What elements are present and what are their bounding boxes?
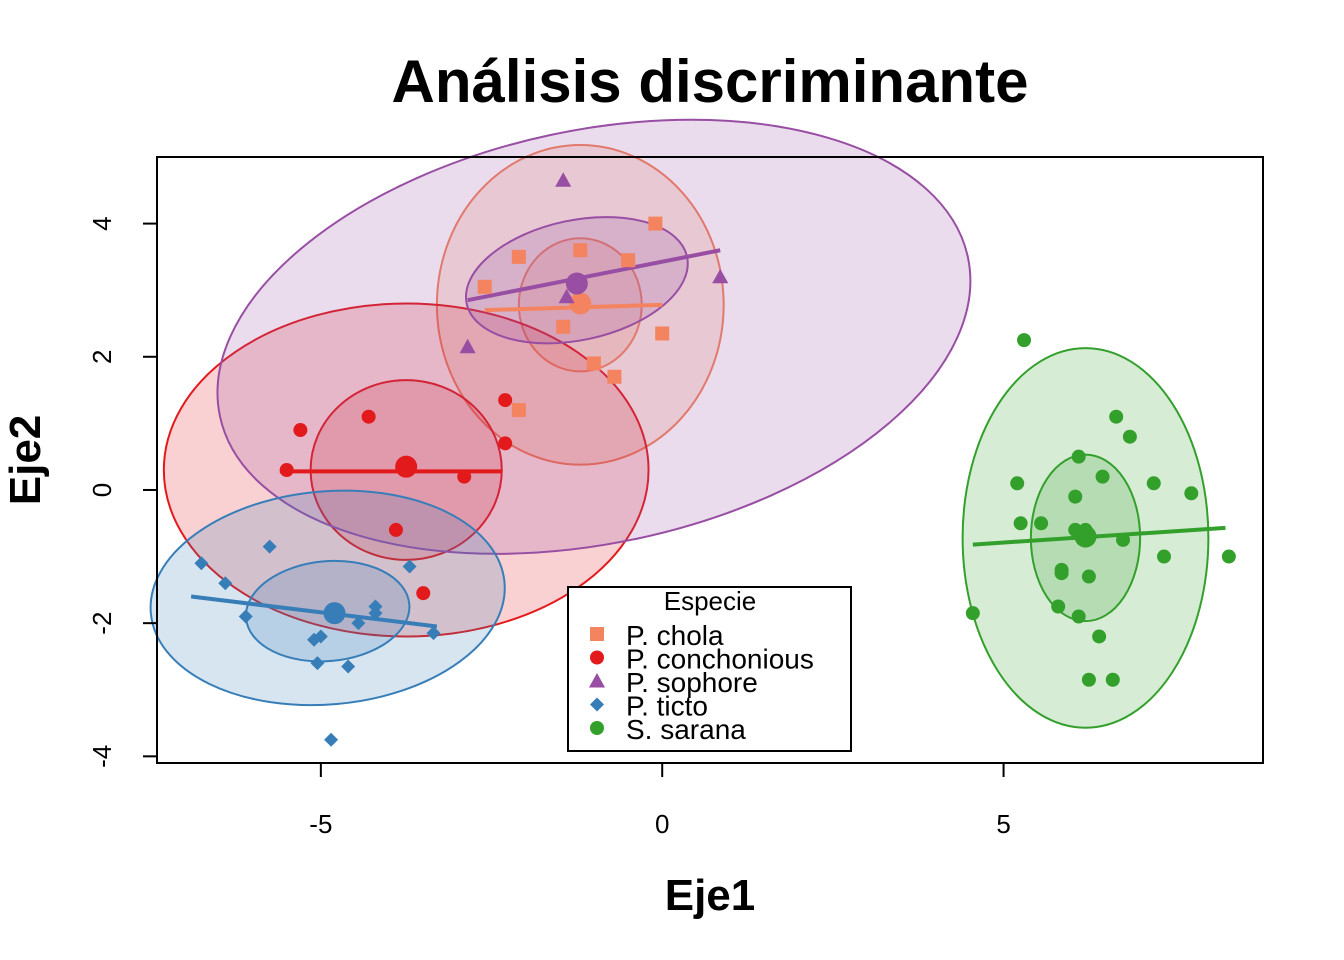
- s-sarana-point: [1221, 549, 1236, 564]
- p-chola-point: [573, 243, 588, 258]
- p-ticto-point: [310, 656, 325, 671]
- p-ticto-point: [426, 626, 441, 641]
- p-ticto-point: [238, 609, 253, 624]
- p-conchonious-point: [457, 469, 472, 484]
- points-layer: [194, 172, 1236, 747]
- legend-label-p-chola: P. chola: [626, 620, 724, 651]
- p-ticto-point: [351, 616, 366, 631]
- s-sarana-point: [965, 606, 980, 621]
- s-sarana-point: [1068, 489, 1083, 504]
- p-chola-point: [586, 356, 601, 371]
- p-chola-point: [621, 253, 636, 268]
- s-sarana-point: [1017, 333, 1032, 348]
- s-sarana-point: [1146, 476, 1161, 491]
- legend-marker-p-chola: [590, 627, 604, 641]
- legend-title: Especie: [664, 586, 757, 616]
- p-ticto-point: [368, 606, 383, 621]
- p-sophore-point: [555, 172, 572, 187]
- p-conchonious-point: [388, 522, 403, 537]
- s-sarana-point: [1116, 532, 1131, 547]
- y-tick-label: 2: [87, 350, 117, 364]
- y-axis: -4 -2 0 2 4: [87, 216, 157, 768]
- s-sarana-point: [1081, 672, 1096, 687]
- p-ticto-ellipse-outer: [149, 489, 506, 707]
- s-sarana-point: [1109, 409, 1124, 424]
- chart-title: Análisis discriminante: [392, 48, 1029, 115]
- s-sarana-point: [1013, 516, 1028, 531]
- x-axis-label: Eje1: [665, 871, 756, 920]
- p-sophore-axis-line: [467, 248, 721, 303]
- p-conchonious-centroid: [395, 455, 418, 478]
- p-ticto-point: [307, 632, 322, 647]
- p-chola-point: [477, 279, 492, 294]
- p-ticto-point: [194, 556, 209, 571]
- legend-box: [567, 586, 852, 752]
- s-sarana-point: [1095, 469, 1110, 484]
- s-sarana-point: [1122, 429, 1137, 444]
- legend-label-p-ticto: P. ticto: [626, 691, 708, 722]
- p-chola-point: [607, 369, 622, 384]
- s-sarana-point: [1051, 599, 1066, 614]
- p-ticto-point: [402, 559, 417, 574]
- p-sophore-point: [558, 288, 575, 304]
- p-conchonious-point: [361, 409, 376, 424]
- p-chola-centroid: [569, 292, 592, 315]
- legend-marker-p-conchonious: [590, 650, 604, 665]
- legend-label-s-sarana: S. sarana: [626, 714, 746, 745]
- p-ticto-point: [341, 659, 356, 674]
- p-chola-point: [556, 319, 571, 334]
- p-chola-point: [648, 216, 663, 231]
- s-sarana-point: [1157, 549, 1172, 564]
- legend-label-p-conchonious: P. conchonious: [626, 644, 814, 675]
- y-axis-label: Eje2: [1, 415, 50, 506]
- p-conchonious-point: [498, 393, 513, 408]
- p-conchonious-point: [416, 586, 431, 601]
- s-sarana-point: [1092, 629, 1107, 644]
- p-sophore-centroid: [565, 272, 588, 295]
- s-sarana-point: [1071, 449, 1086, 464]
- legend-marker-p-ticto: [590, 697, 604, 712]
- p-sophore-point: [712, 268, 729, 284]
- y-tick-label: -2: [87, 612, 117, 635]
- x-axis: -5 0 5: [309, 763, 1011, 839]
- p-ticto-axis-line: [190, 594, 438, 629]
- legend-marker-s-sarana: [590, 721, 604, 735]
- s-sarana-centroid: [1074, 525, 1097, 548]
- p-conchonious-point: [279, 462, 294, 477]
- s-sarana-axis-line: [972, 525, 1226, 547]
- s-sarana-point: [1105, 672, 1120, 687]
- s-sarana-point: [1071, 609, 1086, 624]
- y-tick-label: 0: [87, 483, 117, 497]
- p-ticto-point: [324, 732, 339, 747]
- s-sarana-point: [1054, 566, 1069, 581]
- y-tick-label: 4: [87, 216, 117, 230]
- x-tick-label: 0: [655, 809, 669, 839]
- s-sarana-point: [1081, 569, 1096, 584]
- p-chola-point: [511, 403, 526, 418]
- p-ticto-centroid: [323, 602, 346, 625]
- x-tick-label: 5: [996, 809, 1010, 839]
- p-conchonious-point: [498, 436, 513, 451]
- x-tick-label: -5: [309, 809, 332, 839]
- p-chola-point: [655, 326, 670, 341]
- legend-label-p-sophore: P. sophore: [626, 667, 758, 698]
- p-sophore-point: [459, 338, 476, 354]
- plot-frame: [156, 156, 1264, 764]
- s-sarana-point: [1010, 476, 1025, 491]
- s-sarana-point: [1034, 516, 1049, 531]
- p-ticto-point: [218, 576, 233, 591]
- p-ticto-point: [262, 539, 277, 554]
- p-conchonious-point: [293, 423, 308, 438]
- y-tick-label: -4: [87, 745, 117, 768]
- s-sarana-point: [1184, 486, 1199, 501]
- p-chola-point: [511, 249, 526, 264]
- legend-marker-p-sophore: [588, 672, 606, 688]
